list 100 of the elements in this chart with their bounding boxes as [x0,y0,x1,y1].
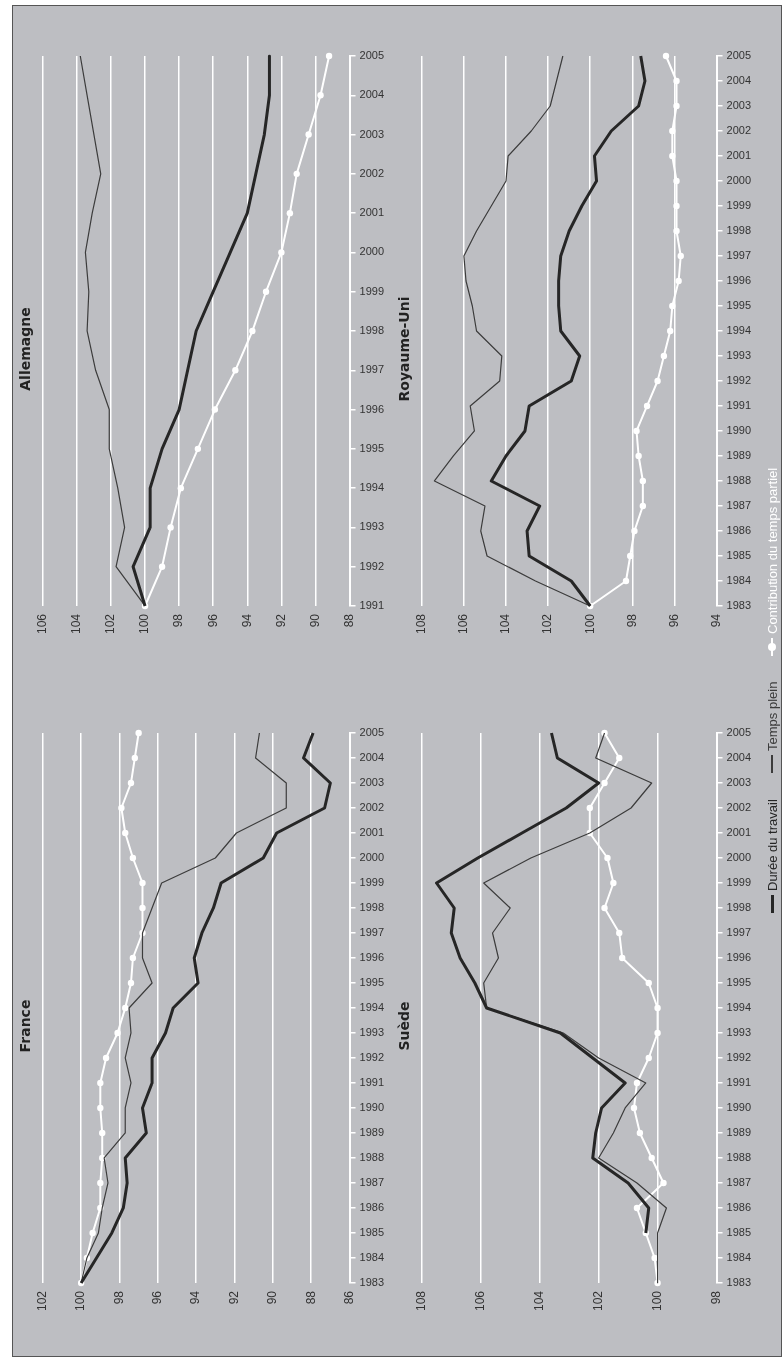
point [667,327,674,335]
point [673,202,680,210]
y-tick-label: 1995 [726,299,752,312]
x-tick-label: 94 [239,613,254,628]
y-tick-label: 1990 [726,1101,752,1114]
x-tick-label: 90 [307,613,322,628]
text: Royaume-Uni [396,296,413,402]
point [660,1179,667,1187]
text: Suède [396,1001,413,1051]
y-tick-label: 1997 [359,363,385,376]
point [158,563,166,570]
x-tick-label: 100 [137,613,152,635]
x-tick-label: 102 [103,613,118,635]
y-tick-label: 1992 [359,1051,385,1064]
point [232,367,239,374]
point [317,92,324,99]
y-tick-label: 1997 [726,249,752,262]
y-tick-label: 1998 [726,901,752,914]
y-tick-label: 1985 [726,1226,752,1239]
y-tick-label: 1991 [359,1076,385,1089]
point [673,77,680,85]
text: Durée du travail [765,798,780,891]
y-tick-label: 2002 [726,124,752,137]
y-tick-label: 1993 [726,1026,752,1039]
x-tick-label: 88 [303,1290,318,1305]
y-tick-label: 1985 [726,549,752,562]
y-tick-label: 1998 [726,224,752,237]
point [669,302,676,310]
y-tick-label: 1993 [359,1026,385,1039]
x-tick-label: 100 [649,1290,664,1312]
y-tick-label: 1999 [726,199,752,212]
y-tick-label: 2003 [726,99,752,112]
y-tick-label: 1998 [359,324,385,337]
y-tick-label: 2000 [726,851,752,864]
point [278,249,285,256]
y-tick-label: 1995 [359,976,385,989]
point [622,577,630,585]
y-tick-label: 2001 [726,826,752,839]
x-tick-label: 90 [265,1290,280,1305]
y-tick-label: 1990 [726,424,752,437]
y-tick-label: 1983 [726,599,752,612]
y-tick-label: 1991 [726,399,752,412]
y-tick-label: 2002 [359,801,385,814]
y-tick-label: 2000 [359,245,385,258]
point [211,406,219,413]
y-tick-label: 1986 [359,1201,385,1214]
y-tick-label: 1999 [359,284,385,297]
point [654,377,661,385]
point [293,170,300,178]
point [643,402,651,410]
point [662,52,670,60]
y-tick-label: 1987 [726,499,752,512]
point [129,854,137,862]
y-tick-label: 2004 [359,751,385,764]
y-tick-label: 1999 [359,876,385,889]
y-tick-label: 1994 [359,481,385,494]
point [114,1029,121,1037]
point [645,1054,652,1062]
point [122,829,129,837]
y-tick-label: 1989 [726,449,752,462]
point [669,127,676,135]
y-tick-label: 2004 [726,74,752,87]
y-tick-label: 1984 [726,1251,752,1264]
y-tick-label: 2001 [359,206,385,219]
x-tick-label: 98 [171,613,186,628]
y-tick-label: 1988 [726,474,752,487]
y-tick-label: 2000 [359,851,385,864]
x-tick-label: 92 [273,613,288,628]
x-tick-label: 106 [473,1290,488,1312]
point [249,327,256,335]
y-tick-label: 1989 [726,1126,752,1139]
y-tick-label: 1994 [726,324,752,337]
x-tick-label: 96 [666,613,681,628]
y-tick-label: 1998 [359,901,385,914]
point [97,1104,104,1112]
point [127,779,135,787]
y-tick-label: 2004 [359,88,385,101]
x-tick-label: 88 [341,613,356,628]
y-tick-label: 1996 [359,951,385,964]
x-tick-label: 104 [532,1290,546,1312]
point [610,879,617,887]
y-tick-label: 2005 [726,49,752,62]
x-tick-label: 98 [111,1290,126,1305]
text: Contribution du temps partiel [765,467,780,634]
y-tick-label: 2004 [726,751,752,764]
point [677,252,684,260]
y-tick-label: 1993 [359,520,385,533]
point [286,209,294,217]
y-tick-label: 1999 [726,876,752,889]
x-tick-label: 98 [708,1290,723,1305]
point [651,1254,658,1262]
y-tick-label: 2000 [726,174,752,187]
x-tick-label: 100 [73,1290,88,1312]
point [586,804,593,812]
x-tick-label: 98 [624,613,639,628]
point [127,979,135,987]
x-tick-label: 102 [590,1290,605,1312]
point [131,754,139,762]
point [122,1004,129,1012]
point [633,427,640,435]
